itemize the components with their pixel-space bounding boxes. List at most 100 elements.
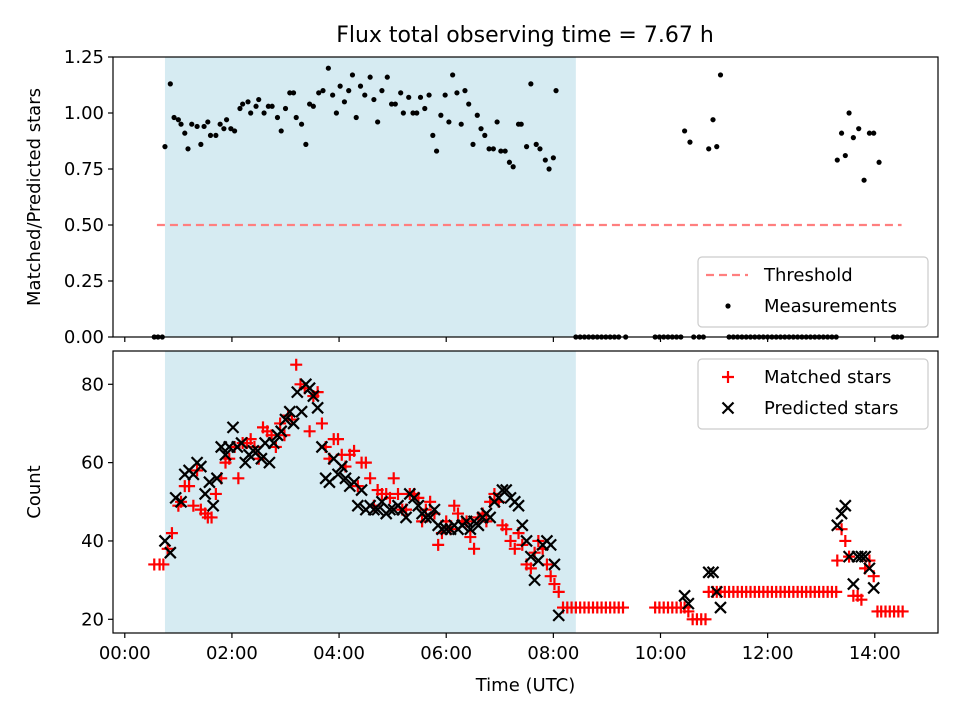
predicted-star-point [710, 585, 724, 599]
measurement-point [205, 119, 211, 125]
legend-label: Threshold [763, 265, 853, 286]
predicted-star-point [383, 503, 397, 516]
measurement-point [446, 119, 452, 125]
predicted-star-point [544, 538, 557, 552]
predicted-star-point [512, 499, 525, 512]
axes-frame [112, 350, 939, 634]
measurement-point [171, 114, 177, 121]
matched-star-point [157, 558, 170, 571]
predicted-star-point [867, 581, 880, 595]
predicted-star-point [203, 475, 216, 489]
measurement-point [167, 81, 173, 87]
measurement-point [846, 110, 852, 116]
matched-star-point [165, 527, 178, 540]
measurement-point [687, 139, 693, 145]
matched-star-point [232, 472, 245, 485]
predicted-star-point [339, 472, 352, 485]
legend-label: Measurements [764, 296, 897, 317]
matched-star-point [387, 472, 400, 485]
predicted-star-point [206, 499, 220, 512]
measurement-point [398, 90, 404, 96]
predicted-star-point [174, 495, 188, 509]
axes-frame [112, 56, 939, 338]
measurement-point [433, 148, 440, 154]
top-panel: 0.00 0.25 0.50 0.75 1.00 1.25 Matched/Predicte… [24, 47, 939, 348]
measurement-point [466, 101, 472, 107]
matched-star-point [392, 487, 404, 500]
matched-star-point [303, 425, 316, 438]
y-tick-label: 0.75 [64, 159, 104, 180]
measurement-point [362, 92, 368, 98]
measurement-point [426, 92, 432, 98]
measurement-point [237, 105, 243, 112]
predicted-star-point [235, 436, 248, 450]
x-tick-label: 12:00 [742, 643, 794, 664]
measurement-point [414, 110, 420, 116]
x-tick-label: 00:00 [99, 643, 151, 664]
measurement-point [189, 121, 195, 127]
measurement-point [371, 96, 377, 103]
x-tick-label: 14:00 [849, 643, 901, 664]
matched-star-point [500, 523, 513, 536]
measurement-point [221, 126, 227, 132]
predicted-star-point [863, 562, 876, 575]
measurement-point [518, 121, 524, 127]
measurement-point [458, 121, 464, 127]
predicted-star-point [428, 503, 441, 516]
measurement-point [223, 117, 230, 123]
measurement-point [357, 83, 364, 89]
figure-title: Flux total observing time = 7.67 h [336, 23, 714, 48]
matched-star-point [468, 542, 481, 555]
measurement-point [240, 101, 246, 107]
predicted-star-point [263, 456, 276, 469]
predicted-star-point [164, 546, 177, 559]
measurement-point [353, 114, 359, 121]
measurement-point [486, 146, 492, 152]
measurement-point [478, 126, 484, 132]
measurement-point [474, 112, 480, 118]
y-axis-label: Count [24, 465, 45, 518]
y-axis-label: Matched/Predicted stars [24, 88, 45, 306]
predicted-star-point [483, 511, 497, 524]
measurement-point [232, 128, 238, 134]
predicted-star-point [331, 468, 345, 481]
predicted-star-point [279, 413, 292, 426]
measurement-point [490, 146, 496, 152]
measurement-point [253, 103, 259, 109]
measurement-point [714, 144, 720, 150]
predicted-star-point [499, 483, 513, 497]
predicted-star-point [532, 554, 545, 567]
measurement-point [310, 103, 316, 109]
matched-star-point [524, 562, 537, 575]
measurement-point [375, 119, 381, 125]
predicted-star-point [678, 589, 691, 603]
matched-star-point [364, 472, 377, 485]
measurement-point [303, 141, 309, 147]
measurement-point [838, 130, 845, 136]
legend-label: Predicted stars [764, 398, 898, 419]
measurement-point [502, 148, 508, 154]
measurement-point [298, 121, 305, 127]
measurement-point [341, 99, 348, 105]
measurement-point [245, 99, 251, 105]
measurement-point [498, 148, 504, 154]
predicted-star-point [552, 609, 565, 622]
y-tick-label: 0.25 [64, 271, 104, 292]
measurement-point [178, 121, 184, 127]
measurement-point [438, 112, 444, 118]
measurement-point [706, 146, 712, 152]
predicted-star-point [219, 448, 232, 462]
measurement-point [506, 159, 513, 165]
predicted-star-point [315, 440, 329, 454]
measurement-point [333, 110, 339, 116]
measurement-point [454, 90, 460, 96]
matched-star-point [839, 534, 852, 547]
measurement-point [256, 96, 262, 103]
matched-star-point [359, 456, 372, 469]
measurement-point [316, 90, 322, 96]
measurement-point [261, 110, 267, 116]
predicted-star-point [283, 405, 297, 418]
x-tick-label: 10:00 [635, 643, 687, 664]
measurement-point [274, 114, 281, 121]
predicted-star-point [702, 566, 715, 579]
